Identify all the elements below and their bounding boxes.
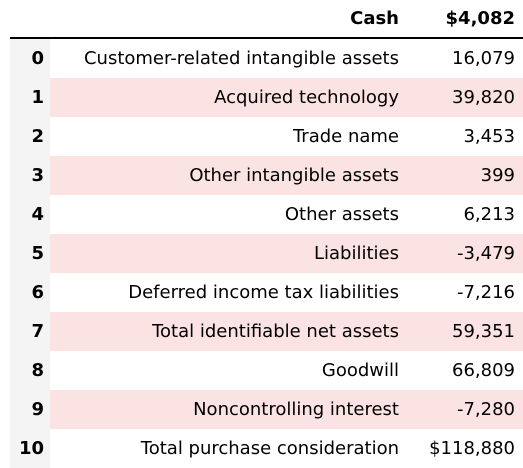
row-label: Noncontrolling interest bbox=[50, 390, 407, 429]
row-index: 10 bbox=[10, 429, 50, 468]
table-row: 9 Noncontrolling interest -7,280 bbox=[10, 390, 523, 429]
table-row: 7 Total identifiable net assets 59,351 bbox=[10, 312, 523, 351]
row-index: 3 bbox=[10, 156, 50, 195]
header-value: $4,082 bbox=[407, 0, 523, 39]
row-label: Goodwill bbox=[50, 351, 407, 390]
row-label: Total identifiable net assets bbox=[50, 312, 407, 351]
row-index: 9 bbox=[10, 390, 50, 429]
row-value: -7,216 bbox=[407, 273, 523, 312]
table-row: 0 Customer-related intangible assets 16,… bbox=[10, 38, 523, 78]
table-row: 5 Liabilities -3,479 bbox=[10, 234, 523, 273]
table-row: 2 Trade name 3,453 bbox=[10, 117, 523, 156]
row-value: 16,079 bbox=[407, 38, 523, 78]
table-header: Cash $4,082 bbox=[10, 0, 523, 39]
row-label: Trade name bbox=[50, 117, 407, 156]
table-row: 10 Total purchase consideration $118,880 bbox=[10, 429, 523, 468]
table-row: 3 Other intangible assets 399 bbox=[10, 156, 523, 195]
row-value: 6,213 bbox=[407, 195, 523, 234]
row-index: 4 bbox=[10, 195, 50, 234]
row-label: Deferred income tax liabilities bbox=[50, 273, 407, 312]
row-value: 3,453 bbox=[407, 117, 523, 156]
row-value: 399 bbox=[407, 156, 523, 195]
table-body: 0 Customer-related intangible assets 16,… bbox=[10, 38, 523, 468]
row-value: -3,479 bbox=[407, 234, 523, 273]
row-value: 66,809 bbox=[407, 351, 523, 390]
header-label: Cash bbox=[50, 0, 407, 39]
row-label: Liabilities bbox=[50, 234, 407, 273]
row-label: Total purchase consideration bbox=[50, 429, 407, 468]
row-index: 5 bbox=[10, 234, 50, 273]
table-row: 8 Goodwill 66,809 bbox=[10, 351, 523, 390]
row-value: -7,280 bbox=[407, 390, 523, 429]
purchase-allocation-table: Cash $4,082 0 Customer-related intangibl… bbox=[10, 0, 523, 468]
row-index: 0 bbox=[10, 38, 50, 78]
row-label: Other assets bbox=[50, 195, 407, 234]
row-value: $118,880 bbox=[407, 429, 523, 468]
row-index: 1 bbox=[10, 78, 50, 117]
header-row: Cash $4,082 bbox=[10, 0, 523, 39]
row-value: 39,820 bbox=[407, 78, 523, 117]
row-value: 59,351 bbox=[407, 312, 523, 351]
row-label: Other intangible assets bbox=[50, 156, 407, 195]
row-index: 7 bbox=[10, 312, 50, 351]
row-index: 2 bbox=[10, 117, 50, 156]
row-index: 8 bbox=[10, 351, 50, 390]
row-index: 6 bbox=[10, 273, 50, 312]
row-label: Acquired technology bbox=[50, 78, 407, 117]
table-row: 6 Deferred income tax liabilities -7,216 bbox=[10, 273, 523, 312]
row-label: Customer-related intangible assets bbox=[50, 38, 407, 78]
table-row: 1 Acquired technology 39,820 bbox=[10, 78, 523, 117]
header-index-cell bbox=[10, 0, 50, 39]
table-row: 4 Other assets 6,213 bbox=[10, 195, 523, 234]
